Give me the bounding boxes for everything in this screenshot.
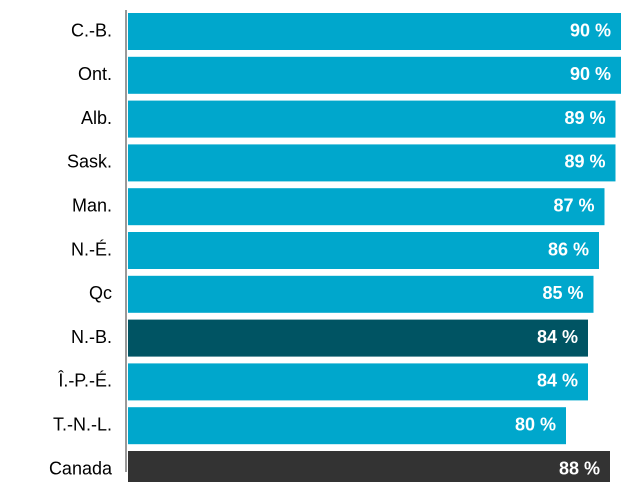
value-label: 89 % [564, 152, 605, 172]
category-label: N.-B. [71, 327, 112, 347]
value-label: 89 % [564, 108, 605, 128]
value-label: 86 % [548, 239, 589, 259]
value-label: 84 % [537, 327, 578, 347]
bar [128, 275, 594, 313]
value-label: 87 % [553, 195, 594, 215]
bar [128, 13, 621, 50]
category-label: C.-B. [71, 20, 112, 40]
value-label: 90 % [570, 20, 611, 40]
bar [128, 56, 621, 94]
category-label: Qc [89, 283, 112, 303]
category-label: Î.-P.-É. [57, 371, 112, 391]
category-label: Canada [49, 458, 113, 478]
category-label: Alb. [81, 108, 112, 128]
value-label: 84 % [537, 371, 578, 391]
bar [128, 451, 610, 482]
bar [128, 188, 605, 226]
category-label: Man. [72, 195, 112, 215]
category-label: Ont. [78, 64, 112, 84]
bar [128, 232, 599, 269]
bar [128, 144, 616, 182]
bar [128, 407, 566, 445]
value-label: 88 % [559, 458, 600, 478]
category-label: N.-É. [71, 239, 112, 259]
value-label: 80 % [515, 414, 556, 434]
category-label: T.-N.-L. [53, 414, 112, 434]
bar [128, 100, 616, 138]
value-label: 90 % [570, 64, 611, 84]
bar [128, 363, 588, 401]
value-label: 85 % [542, 283, 583, 303]
bar [128, 319, 588, 357]
category-label: Sask. [67, 152, 112, 172]
